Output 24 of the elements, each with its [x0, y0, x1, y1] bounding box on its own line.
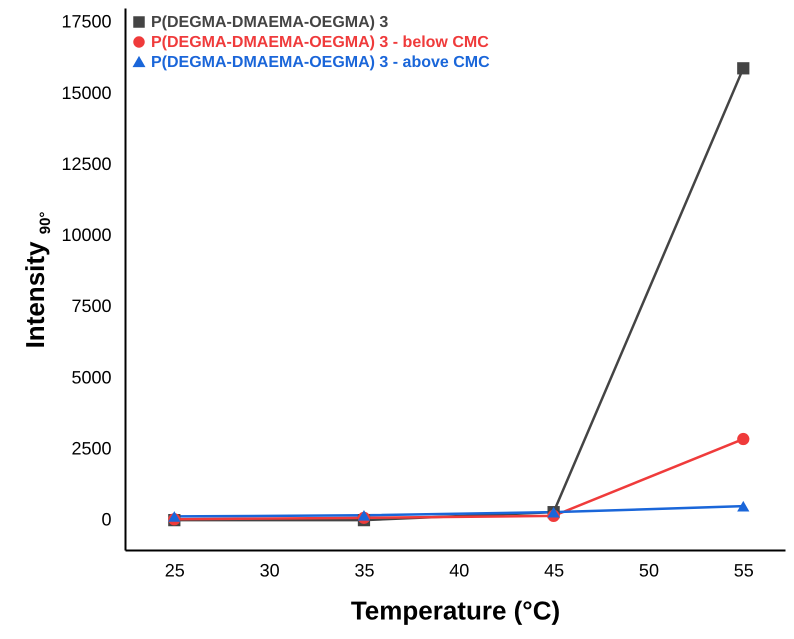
- y-tick-label: 10000: [61, 225, 112, 246]
- x-tick-label: 40: [449, 560, 470, 580]
- x-tick-label: 30: [260, 560, 280, 580]
- point: [358, 510, 370, 521]
- x-tick-label: 25: [164, 560, 185, 580]
- point: [168, 511, 180, 522]
- y-tick-label: 2500: [71, 438, 112, 458]
- legend-label: P(DEGMA-DMAEMA-OEGMA) 3 - below CMC: [151, 34, 490, 51]
- legend-label: P(DEGMA-DMAEMA-OEGMA) 3 - above CMC: [151, 54, 490, 71]
- x-tick-label: 35: [354, 560, 374, 580]
- x-tick-label: 45: [544, 560, 564, 580]
- y-tick-label: 15000: [61, 82, 112, 103]
- y-tick-label: 0: [101, 510, 112, 530]
- point: [737, 432, 750, 446]
- y-tick-label: 12500: [61, 154, 112, 174]
- y-tick-label: 17500: [61, 12, 112, 32]
- y-tick-label: 5000: [71, 367, 112, 388]
- point: [737, 500, 750, 512]
- point: [737, 62, 750, 74]
- legend-label: P(DEGMA-DMAEMA-OEGMA) 3: [151, 14, 388, 31]
- x-tick-label: 55: [734, 560, 754, 580]
- x-tick-label: 50: [638, 560, 659, 580]
- y-tick-label: 7500: [71, 296, 112, 316]
- x-axis-title: Temperature (°C): [350, 596, 560, 626]
